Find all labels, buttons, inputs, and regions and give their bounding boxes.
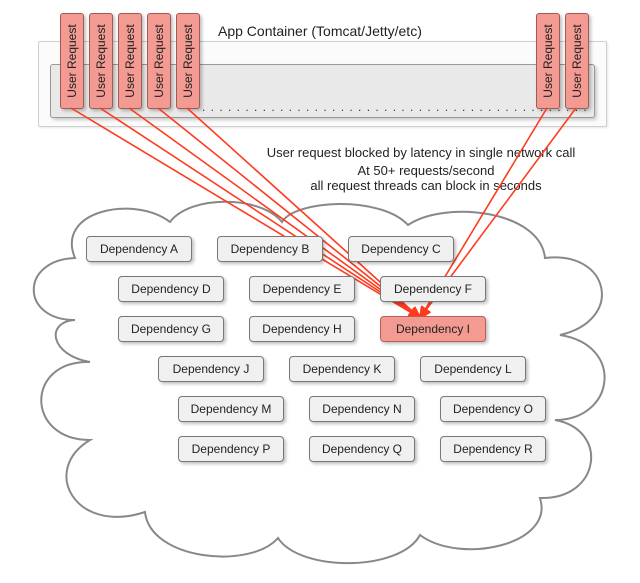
user-request-box: User Request — [565, 13, 589, 109]
user-request-box: User Request — [118, 13, 142, 109]
dependency-box: Dependency Q — [309, 436, 415, 462]
diagram-stage: App Container (Tomcat/Jetty/etc) . . . .… — [0, 0, 640, 583]
user-request-label: User Request — [541, 24, 555, 97]
dependency-box: Dependency J — [158, 356, 264, 382]
dependency-box: Dependency O — [440, 396, 546, 422]
dependency-box: Dependency G — [118, 316, 224, 342]
dependency-box-hot: Dependency I — [380, 316, 486, 342]
app-container-title: App Container (Tomcat/Jetty/etc) — [218, 23, 422, 39]
dependency-box: Dependency N — [309, 396, 415, 422]
user-request-label: User Request — [65, 24, 79, 97]
caption-line-1: User request blocked by latency in singl… — [236, 145, 606, 160]
dependency-box: Dependency F — [380, 276, 486, 302]
dependency-box: Dependency E — [249, 276, 355, 302]
dependency-box: Dependency D — [118, 276, 224, 302]
caption-line-3: all request threads can block in seconds — [310, 178, 541, 193]
user-request-label: User Request — [123, 24, 137, 97]
dependency-box: Dependency L — [420, 356, 526, 382]
user-request-label: User Request — [181, 24, 195, 97]
user-request-box: User Request — [89, 13, 113, 109]
user-request-box: User Request — [536, 13, 560, 109]
dependency-box: Dependency P — [178, 436, 284, 462]
user-request-box: User Request — [60, 13, 84, 109]
dependency-box: Dependency M — [178, 396, 284, 422]
dependency-box: Dependency B — [217, 236, 323, 262]
dependency-box: Dependency C — [348, 236, 454, 262]
caption-line-2: At 50+ requests/second — [358, 163, 495, 178]
user-request-label: User Request — [570, 24, 584, 97]
queue-dots: . . . . . . . . . . . . . . . . . . . . … — [202, 100, 588, 114]
dependency-box: Dependency K — [289, 356, 395, 382]
user-request-box: User Request — [147, 13, 171, 109]
user-request-box: User Request — [176, 13, 200, 109]
user-request-label: User Request — [152, 24, 166, 97]
dependency-box: Dependency R — [440, 436, 546, 462]
dependency-box: Dependency H — [249, 316, 355, 342]
dependency-box: Dependency A — [86, 236, 192, 262]
user-request-label: User Request — [94, 24, 108, 97]
caption-lines-2-3: At 50+ requests/second all request threa… — [286, 163, 566, 193]
